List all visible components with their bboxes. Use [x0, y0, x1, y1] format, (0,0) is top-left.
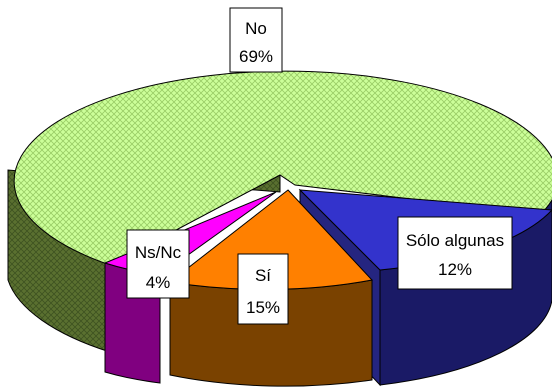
data-label-ns-nc-value: 4%: [146, 273, 171, 292]
data-label-ns-nc-name: Ns/Nc: [135, 243, 182, 262]
data-label-no: No 69%: [229, 7, 283, 73]
data-label-solo-algunas-name: Sólo algunas: [406, 231, 504, 250]
data-label-no-value: 69%: [239, 47, 273, 66]
data-label-solo-algunas-value: 12%: [438, 260, 472, 279]
data-label-solo-algunas: Sólo algunas 12%: [397, 216, 513, 290]
data-label-no-name: No: [245, 19, 267, 38]
slice-no-top: [13, 70, 552, 266]
data-label-ns-nc: Ns/Nc 4%: [126, 229, 190, 299]
data-label-si-name: Sí: [255, 266, 271, 285]
data-label-si: Sí 15%: [237, 253, 289, 325]
data-label-si-value: 15%: [246, 298, 280, 317]
